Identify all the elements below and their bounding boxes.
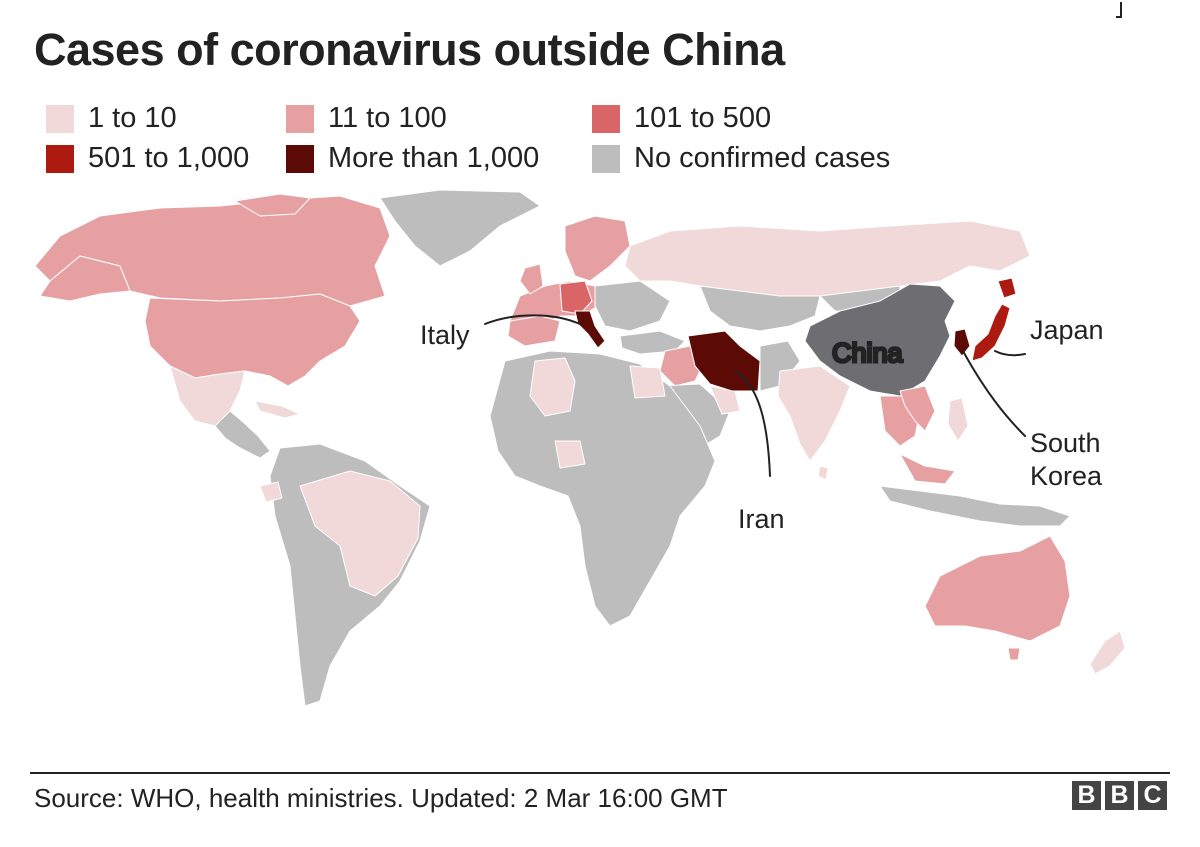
russia-region	[624, 220, 1031, 297]
brazil-region	[299, 470, 421, 597]
legend-swatch	[46, 144, 74, 173]
central-america-region	[214, 410, 271, 459]
italy-region	[574, 310, 606, 349]
india-region	[777, 365, 851, 462]
south-korea-label-line2: Korea	[1030, 461, 1103, 491]
central-asia-region	[699, 285, 821, 332]
legend-item-11-to-100: 11 to 100	[286, 102, 447, 135]
china-region	[804, 283, 956, 397]
legend-swatch	[286, 144, 314, 173]
japan-north-island	[997, 277, 1017, 299]
legend-item-501-to-1000: 501 to 1,000	[46, 142, 249, 175]
bbc-logo-letter: B	[1072, 781, 1101, 810]
philippines-region	[947, 397, 969, 442]
japan-label: Japan	[1030, 315, 1104, 345]
iran-label: Iran	[738, 504, 785, 534]
scandinavia-region	[564, 215, 631, 282]
legend-label: More than 1,000	[328, 142, 540, 174]
sri-lanka-region	[817, 465, 829, 481]
usa-region	[144, 293, 361, 387]
source-note: Source: WHO, health ministries. Updated:…	[34, 783, 728, 813]
footer-rule	[30, 772, 1170, 774]
page-title: Cases of coronavirus outside China	[34, 24, 785, 75]
legend-label: 501 to 1,000	[88, 142, 250, 174]
italy-label: Italy	[420, 320, 470, 350]
iran-leader-line	[734, 370, 771, 477]
legend-swatch	[592, 104, 620, 133]
tasmania-region	[1007, 647, 1021, 661]
new-zealand-region	[1089, 630, 1126, 675]
egypt-region	[629, 365, 666, 399]
south-korea-leader-line	[962, 350, 1026, 437]
iran-region	[687, 330, 761, 392]
bbc-logo-letter: C	[1138, 781, 1167, 810]
germany-region	[559, 280, 593, 315]
italy-leader-line	[484, 314, 581, 325]
top-corner-mark	[1116, 2, 1122, 18]
legend-item-more-than-1000: More than 1,000	[286, 142, 539, 175]
greenland-region	[379, 189, 541, 267]
ecuador-region	[259, 481, 283, 503]
eastern-europe-region	[594, 280, 671, 332]
nigeria-region	[554, 440, 586, 469]
algeria-region	[529, 357, 576, 417]
bbc-logo-letter: B	[1105, 781, 1134, 810]
legend-label: No confirmed cases	[634, 142, 891, 174]
legend-item-no-confirmed-cases: No confirmed cases	[592, 142, 890, 175]
japan-region	[971, 303, 1011, 362]
australia-region	[924, 535, 1071, 642]
malaysia-region	[899, 453, 956, 485]
south-korea-region	[953, 328, 971, 357]
legend-item-101-to-500: 101 to 500	[592, 102, 771, 135]
alaska-region	[39, 255, 131, 302]
spain-region	[507, 315, 561, 347]
south-korea-label-line1: South	[1030, 428, 1101, 458]
legend-item-1-to-10: 1 to 10	[46, 102, 177, 135]
china-label: China	[832, 338, 904, 368]
legend-swatch	[592, 144, 620, 173]
arctic-islands	[234, 193, 311, 217]
legend-label: 11 to 100	[328, 102, 447, 134]
indochina-region	[899, 385, 936, 432]
legend-label: 1 to 10	[88, 102, 177, 134]
uk-region	[519, 263, 544, 295]
caribbean-region	[254, 400, 301, 419]
japan-leader-line	[994, 350, 1026, 357]
legend-label: 101 to 500	[634, 102, 772, 134]
bbc-logo: B B C	[1068, 781, 1167, 810]
legend: 1 to 10 11 to 100 101 to 500 501 to 1,00…	[46, 100, 946, 180]
legend-swatch	[286, 104, 314, 133]
world-map: Italy Iran Japan South Korea China	[20, 186, 1180, 742]
legend-swatch	[46, 104, 74, 133]
mexico-region	[169, 365, 246, 427]
indonesia-region	[879, 485, 1071, 527]
